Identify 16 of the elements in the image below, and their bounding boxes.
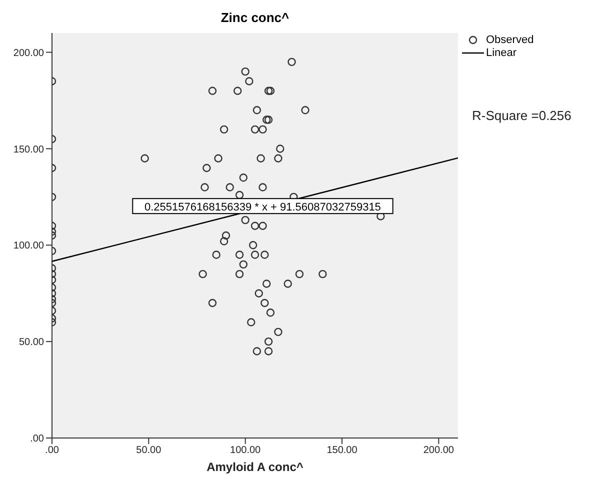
y-tick-label: 100.00 bbox=[13, 240, 44, 252]
y-tick-label: 200.00 bbox=[13, 48, 44, 59]
y-tick-label: .00 bbox=[30, 434, 44, 445]
y-tick-label: 150.00 bbox=[13, 144, 44, 156]
x-tick-label: .00 bbox=[45, 445, 60, 456]
annotation: 0.2551576168156339 * x + 91.56087032759315 bbox=[144, 202, 381, 214]
x-tick-label: 50.00 bbox=[136, 445, 162, 456]
y-tick-label: 50.00 bbox=[18, 337, 44, 348]
x-tick-label: 150.00 bbox=[326, 445, 358, 456]
legend-label: Observed bbox=[486, 34, 534, 46]
x-tick-label: 200.00 bbox=[423, 445, 454, 456]
legend-label: Linear bbox=[486, 46, 517, 58]
x-axis-title: Amyloid A conc^ bbox=[206, 460, 304, 474]
x-tick-label: 100.00 bbox=[230, 445, 262, 456]
chart-title: Zinc conc^ bbox=[220, 10, 290, 25]
text: R-Square =0.256 bbox=[472, 108, 572, 123]
